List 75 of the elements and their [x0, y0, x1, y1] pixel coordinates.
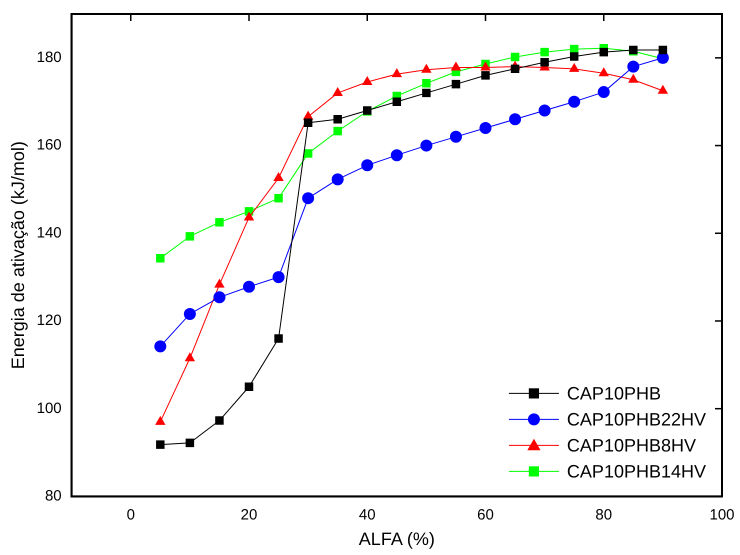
point: [598, 86, 610, 98]
point: [628, 74, 639, 83]
legend-label: CAP10PHB14HV: [566, 461, 706, 482]
point: [450, 130, 462, 143]
point: [332, 86, 343, 96]
point: [390, 149, 403, 162]
y-tick-label: 160: [36, 136, 62, 154]
point: [333, 115, 342, 124]
point: [214, 278, 225, 288]
point: [156, 254, 165, 263]
point: [156, 440, 165, 449]
point: [627, 60, 640, 73]
y-tick-label: 140: [36, 224, 62, 242]
point: [362, 76, 372, 85]
x-tick-label: 20: [240, 506, 258, 524]
point: [510, 52, 520, 62]
point: [215, 218, 224, 227]
point: [154, 340, 166, 352]
point: [658, 46, 668, 54]
point: [304, 149, 312, 158]
x-axis-title: ALFA (%): [358, 529, 435, 550]
x-tick-label: 100: [709, 506, 735, 524]
point: [509, 113, 522, 126]
point: [540, 48, 549, 56]
point: [274, 334, 283, 343]
point: [213, 291, 226, 304]
point: [155, 416, 166, 425]
point: [392, 97, 402, 106]
legend-label: CAP10PHB22HV: [566, 409, 706, 430]
y-tick-label: 100: [36, 400, 62, 417]
point: [243, 280, 255, 293]
point: [481, 71, 490, 80]
point: [420, 140, 432, 152]
point: [600, 48, 608, 56]
point: [244, 382, 254, 392]
point: [422, 79, 431, 88]
y-tick-label: 120: [36, 312, 62, 330]
x-tick-label: 80: [595, 506, 612, 524]
point: [244, 211, 254, 220]
y-tick-label: 80: [44, 488, 62, 505]
point: [538, 104, 551, 116]
point: [480, 62, 491, 71]
point: [272, 271, 285, 284]
point: [658, 84, 668, 94]
point: [422, 88, 431, 98]
legend-label: CAP10PHB8HV: [566, 435, 696, 456]
point: [184, 352, 196, 362]
x-tick-label: 60: [477, 506, 494, 524]
point: [421, 64, 432, 73]
point: [184, 308, 196, 320]
y-axis-title: Energia de ativação (kJ/mol): [8, 141, 28, 370]
point: [332, 173, 344, 186]
legend-label: CAP10PHB: [566, 383, 661, 404]
point: [215, 416, 224, 425]
point: [598, 67, 609, 76]
point: [302, 192, 314, 204]
point: [274, 194, 283, 202]
point: [510, 64, 520, 74]
point: [186, 438, 194, 448]
point: [452, 80, 460, 88]
point: [186, 232, 194, 241]
y-tick-label: 180: [36, 48, 62, 66]
point: [392, 68, 402, 78]
x-tick-label: 0: [126, 506, 135, 524]
point: [304, 118, 312, 127]
point: [450, 62, 462, 71]
point: [273, 172, 284, 182]
point: [568, 62, 580, 72]
point: [568, 96, 580, 108]
point: [570, 52, 578, 61]
point: [480, 122, 492, 134]
point: [333, 126, 342, 136]
point: [540, 58, 549, 66]
point: [361, 159, 374, 172]
x-tick-label: 40: [358, 506, 376, 524]
